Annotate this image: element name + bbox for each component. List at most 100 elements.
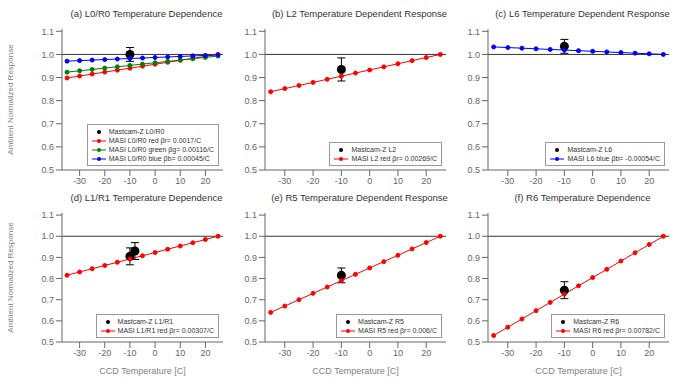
html-text:Mastcam-Z L2: Mastcam-Z L2 (351, 146, 397, 153)
svg-text:1.1: 1.1 (41, 27, 54, 37)
svg-text:-10: -10 (558, 348, 571, 358)
svg-text:-10: -10 (335, 348, 348, 358)
svg-text:-10: -10 (123, 348, 136, 358)
svg-text:-20: -20 (307, 176, 320, 186)
svg-text:0.7: 0.7 (244, 295, 257, 305)
svg-text:-20: -20 (530, 176, 543, 186)
svg-text:0.7: 0.7 (467, 295, 480, 305)
svg-text:-30: -30 (73, 348, 86, 358)
svg-text:0.8: 0.8 (41, 96, 54, 106)
svg-text:0.8: 0.8 (244, 274, 257, 284)
svg-text:0.5: 0.5 (467, 337, 480, 347)
html-text:MASI L6 blue βb= -0.00054/C: MASI L6 blue βb= -0.00054/C (567, 155, 660, 162)
svg-text:10: 10 (393, 176, 403, 186)
svg-text:CCD Temperature [C]: CCD Temperature [C] (312, 366, 398, 376)
svg-text:Ambient Normalized Response: Ambient Normalized Response (8, 44, 15, 155)
svg-text:-10: -10 (558, 176, 571, 186)
svg-text:-30: -30 (501, 176, 514, 186)
html-text:Mastcam-Z L6: Mastcam-Z L6 (567, 146, 613, 153)
svg-text:-20: -20 (307, 348, 320, 358)
svg-text:0.9: 0.9 (244, 73, 257, 83)
svg-text:0.5: 0.5 (41, 165, 54, 175)
svg-text:1.1: 1.1 (467, 210, 480, 220)
svg-text:0.9: 0.9 (467, 253, 480, 263)
svg-text:-30: -30 (278, 348, 291, 358)
svg-text:0.5: 0.5 (41, 337, 54, 347)
svg-text:1.1: 1.1 (41, 210, 54, 220)
svg-text:CCD Temperature [C]: CCD Temperature [C] (535, 366, 621, 376)
svg-text:1.1: 1.1 (244, 27, 257, 37)
svg-text:0.6: 0.6 (41, 142, 54, 152)
svg-text:0.6: 0.6 (244, 142, 257, 152)
svg-text:0.7: 0.7 (467, 119, 480, 129)
svg-text:-10: -10 (123, 176, 136, 186)
svg-text:0.6: 0.6 (244, 316, 257, 326)
svg-text:0.8: 0.8 (467, 96, 480, 106)
svg-text:0: 0 (153, 176, 158, 186)
html-text:Mastcam-Z L0/R0: Mastcam-Z L0/R0 (108, 128, 165, 135)
svg-text:0: 0 (590, 348, 595, 358)
svg-text:0: 0 (153, 348, 158, 358)
svg-text:10: 10 (175, 176, 185, 186)
svg-text:-20: -20 (530, 348, 543, 358)
svg-text:CCD Temperature [C]: CCD Temperature [C] (99, 366, 185, 376)
svg-text:1.0: 1.0 (41, 231, 54, 241)
svg-text:-20: -20 (98, 176, 111, 186)
svg-text:-20: -20 (98, 348, 111, 358)
html-text:(a) L0/R0 Temperature Dependen: (a) L0/R0 Temperature Dependence (70, 8, 223, 19)
html-text:(c) L6 Temperature Dependent R: (c) L6 Temperature Dependent Response (495, 8, 670, 19)
svg-text:20: 20 (200, 348, 210, 358)
svg-text:Ambient Normalized Response: Ambient Normalized Response (8, 222, 15, 333)
svg-text:20: 20 (644, 176, 654, 186)
html-text:MASI L1/R1 red βr= 0.00307/C: MASI L1/R1 red βr= 0.00307/C (117, 327, 214, 334)
svg-text:10: 10 (616, 176, 626, 186)
svg-text:1.0: 1.0 (244, 231, 257, 241)
svg-text:0.8: 0.8 (41, 274, 54, 284)
html-text:MASI L0/R0 red βr= 0.0017/C: MASI L0/R0 red βr= 0.0017/C (108, 137, 202, 144)
html-text:Mastcam-Z L1/R1: Mastcam-Z L1/R1 (117, 318, 174, 325)
svg-text:0: 0 (367, 176, 372, 186)
svg-text:20: 20 (421, 348, 431, 358)
svg-text:10: 10 (393, 348, 403, 358)
svg-text:10: 10 (175, 348, 185, 358)
svg-text:0.9: 0.9 (41, 73, 54, 83)
html-text:MASI L2 red βr= 0.00269/C: MASI L2 red βr= 0.00269/C (351, 155, 437, 162)
svg-text:1.0: 1.0 (41, 50, 54, 60)
svg-text:20: 20 (644, 348, 654, 358)
svg-text:-30: -30 (73, 176, 86, 186)
svg-text:0.7: 0.7 (41, 295, 54, 305)
html-text:MASI L0/R0 green βg= 0.00116/C: MASI L0/R0 green βg= 0.00116/C (108, 146, 214, 153)
svg-text:0.8: 0.8 (467, 274, 480, 284)
svg-text:-30: -30 (501, 348, 514, 358)
svg-text:1.0: 1.0 (467, 50, 480, 60)
svg-text:0: 0 (367, 348, 372, 358)
svg-text:-30: -30 (278, 176, 291, 186)
svg-text:0.5: 0.5 (244, 337, 257, 347)
html-text:(e) R5 Temperature Dependent R: (e) R5 Temperature Dependent Response (271, 192, 448, 203)
html-text:(d) L1/R1 Temperature Dependen: (d) L1/R1 Temperature Dependence (70, 192, 223, 203)
svg-text:1.1: 1.1 (244, 210, 257, 220)
svg-text:-10: -10 (335, 176, 348, 186)
svg-text:1.1: 1.1 (467, 27, 480, 37)
svg-text:0.8: 0.8 (244, 96, 257, 106)
svg-text:10: 10 (616, 348, 626, 358)
svg-text:20: 20 (421, 176, 431, 186)
svg-text:0.5: 0.5 (467, 165, 480, 175)
html-text:(f) R6 Temperature Dependence: (f) R6 Temperature Dependence (514, 192, 651, 203)
svg-text:1.0: 1.0 (467, 231, 480, 241)
svg-text:0.9: 0.9 (467, 73, 480, 83)
svg-text:0.9: 0.9 (244, 253, 257, 263)
svg-text:0.5: 0.5 (244, 165, 257, 175)
svg-text:0.9: 0.9 (41, 253, 54, 263)
html-text:Mastcam-Z R5: Mastcam-Z R5 (358, 318, 404, 325)
svg-text:20: 20 (200, 176, 210, 186)
svg-text:1.0: 1.0 (244, 50, 257, 60)
html-text:(b) L2 Temperature Dependent R: (b) L2 Temperature Dependent Response (271, 8, 448, 19)
svg-text:0.7: 0.7 (244, 119, 257, 129)
svg-text:0.6: 0.6 (41, 316, 54, 326)
svg-text:0.7: 0.7 (41, 119, 54, 129)
svg-text:0: 0 (590, 176, 595, 186)
svg-text:0.6: 0.6 (467, 142, 480, 152)
html-text:MASI L0/R0 blue βb= 0.00045/C: MASI L0/R0 blue βb= 0.00045/C (108, 155, 210, 162)
svg-text:0.6: 0.6 (467, 316, 480, 326)
